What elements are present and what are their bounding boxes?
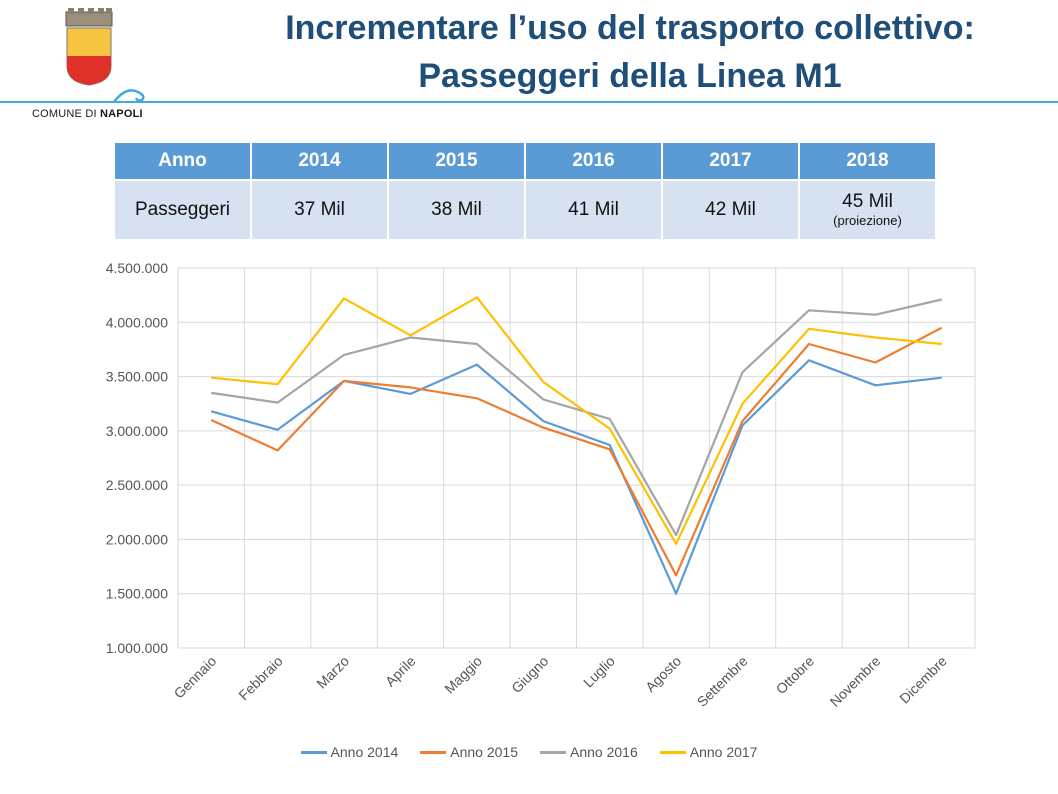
summary-year: 2016 — [526, 143, 661, 179]
y-tick-label: 4.000.000 — [106, 314, 168, 330]
legend-swatch — [420, 750, 447, 754]
x-tick-label: Gennaio — [171, 653, 220, 702]
x-tick-label: Ottobre — [773, 653, 817, 697]
y-tick-label: 3.500.000 — [106, 369, 168, 385]
legend-item: Anno 2017 — [659, 744, 758, 760]
legend-swatch — [300, 750, 327, 754]
legend-label: Anno 2014 — [330, 744, 399, 760]
y-tick-label: 2.500.000 — [106, 477, 168, 493]
summary-header-row: Anno 2014 2015 2016 2017 2018 — [115, 143, 935, 179]
page-title: Incrementare l’uso del trasporto collett… — [200, 4, 1058, 100]
summary-year: 2017 — [663, 143, 798, 179]
summary-table: Anno 2014 2015 2016 2017 2018 Passeggeri… — [113, 141, 937, 241]
logo-text-napoli: NAPOLI — [100, 108, 143, 120]
page-title-line1: Incrementare l’uso del trasporto collett… — [285, 9, 975, 47]
legend-label: Anno 2017 — [689, 744, 758, 760]
series-line-anno-2016 — [211, 298, 943, 537]
napoli-coat-of-arms-icon — [65, 8, 113, 86]
summary-value: 42 Mil — [663, 181, 798, 239]
summary-value: 45 Mil — [842, 191, 893, 212]
summary-year: 2015 — [389, 143, 524, 179]
x-tick-label: Agosto — [642, 653, 684, 695]
y-tick-label: 3.000.000 — [106, 423, 168, 439]
legend-swatch — [540, 750, 566, 754]
legend-item: Anno 2015 — [420, 744, 518, 760]
wave-icon — [113, 89, 145, 103]
series-line-anno-2014 — [210, 359, 942, 595]
summary-header-label: Anno — [115, 143, 250, 179]
x-tick-label: Settembre — [694, 653, 751, 710]
comune-di-napoli-logo: COMUNE DI NAPOLI — [28, 6, 150, 122]
series-line-anno-2017 — [211, 296, 942, 545]
x-tick-label: Dicembre — [896, 653, 950, 707]
x-tick-label: Marzo — [313, 653, 352, 692]
legend-label: Anno 2015 — [450, 744, 518, 760]
y-tick-label: 1.500.000 — [106, 586, 168, 602]
page-title-line2: Passeggeri della Linea M1 — [418, 57, 842, 95]
legend-item: Anno 2014 — [300, 744, 399, 760]
x-tick-label: Luglio — [580, 653, 618, 691]
x-tick-label: Febbraio — [235, 653, 286, 704]
passengers-line-chart: 1.000.000 1.500.000 2.000.000 2.500.000 3.00… — [106, 260, 976, 710]
y-tick-label: 4.500.000 — [106, 260, 168, 276]
summary-value: 41 Mil — [526, 181, 661, 239]
header-divider — [0, 101, 1058, 103]
summary-year: 2014 — [252, 143, 387, 179]
summary-value: 37 Mil — [252, 181, 387, 239]
summary-value-cell: 45 Mil (proiezione) — [800, 181, 935, 239]
summary-projection-note: (proiezione) — [833, 213, 902, 228]
x-tick-label: Aprile — [382, 653, 419, 690]
summary-year: 2018 — [800, 143, 935, 179]
summary-value-row: Passeggeri 37 Mil 38 Mil 41 Mil 42 Mil 4… — [115, 181, 935, 239]
x-tick-label: Giugno — [508, 653, 551, 696]
series-line-anno-2015 — [210, 326, 943, 577]
y-tick-label: 2.000.000 — [106, 531, 168, 547]
chart-legend: Anno 2014 Anno 2015 Anno 2016 Anno 2017 — [0, 744, 1058, 760]
legend-item: Anno 2016 — [540, 744, 638, 760]
x-tick-label: Maggio — [441, 653, 485, 697]
logo-text-comune: COMUNE DI — [32, 108, 97, 120]
x-tick-label: Novembre — [827, 653, 884, 710]
y-tick-label: 1.000.000 — [106, 640, 168, 656]
legend-label: Anno 2016 — [570, 744, 638, 760]
legend-swatch — [659, 750, 686, 754]
summary-row-label: Passeggeri — [115, 181, 250, 239]
summary-value: 38 Mil — [389, 181, 524, 239]
